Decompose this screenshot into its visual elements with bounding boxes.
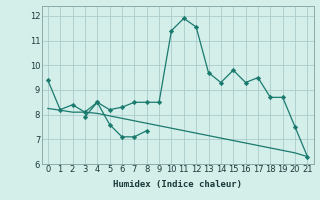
X-axis label: Humidex (Indice chaleur): Humidex (Indice chaleur) — [113, 180, 242, 189]
